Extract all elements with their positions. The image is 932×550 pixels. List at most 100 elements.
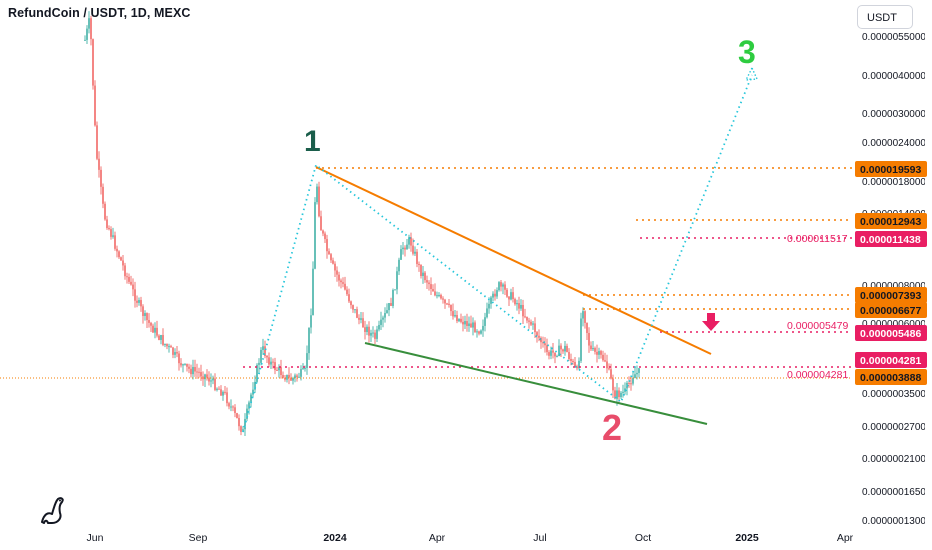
candle-body <box>194 367 196 372</box>
candle-body <box>294 375 296 379</box>
candle-body <box>458 318 460 322</box>
candle-body <box>150 322 152 326</box>
candle-body <box>328 251 330 255</box>
candle-body <box>320 216 322 231</box>
candle-body <box>496 290 498 297</box>
candle-body <box>170 346 172 348</box>
wave-label-1: 1 <box>304 125 321 158</box>
candle-body <box>322 230 324 234</box>
candle-body <box>302 368 304 370</box>
candle-body <box>576 366 578 369</box>
candle-body <box>436 295 438 297</box>
candle-body <box>612 378 614 391</box>
candle-body <box>324 233 326 240</box>
price-tick-label: 0.0000003500 <box>862 389 926 400</box>
candle-body <box>122 260 124 266</box>
candle-body <box>468 323 470 327</box>
price-tag <box>855 369 927 385</box>
candle-body <box>412 245 414 254</box>
candle-body <box>306 353 308 368</box>
candle-body <box>440 294 442 299</box>
candle-body <box>310 315 312 328</box>
candle-body <box>426 280 428 283</box>
candle-body <box>584 311 586 323</box>
candle-body <box>516 303 518 305</box>
candle-body <box>264 346 266 357</box>
candle-body <box>614 390 616 399</box>
candle-body <box>438 294 440 296</box>
price-tag-label: 0.000006677 <box>860 305 921 317</box>
time-tick-label: Jun <box>87 532 104 544</box>
candle-body <box>480 330 482 334</box>
candle-body <box>104 203 106 220</box>
candle-body <box>290 377 292 381</box>
candle-body <box>448 303 450 305</box>
candle-body <box>268 357 270 365</box>
candle-body <box>192 367 194 375</box>
wave-label-2: 2 <box>602 407 622 448</box>
candle-body <box>152 325 154 333</box>
candle-body <box>90 18 92 40</box>
time-tick-label: Jul <box>533 532 546 544</box>
candle-body <box>558 345 560 357</box>
candle-body <box>346 289 348 295</box>
currency-button[interactable]: USDT <box>857 5 913 29</box>
candle-body <box>570 358 572 361</box>
candle-body <box>504 284 506 290</box>
candle-body <box>86 28 88 40</box>
price-tick-label: 0.0000006000 <box>862 319 926 330</box>
candle-body <box>418 263 420 265</box>
candle-body <box>216 388 218 390</box>
candle-body <box>422 272 424 276</box>
candle-body <box>196 371 198 373</box>
candles-layer <box>84 11 640 437</box>
candle-body <box>148 320 150 323</box>
candle-body <box>498 282 500 291</box>
candle-body <box>174 352 176 355</box>
candle-body <box>406 244 408 250</box>
candle-body <box>608 368 610 370</box>
candle-body <box>610 369 612 379</box>
candle-body <box>550 350 552 356</box>
candle-body <box>136 300 138 303</box>
candle-body <box>270 361 272 365</box>
candle-body <box>606 361 608 369</box>
candle-body <box>478 331 480 334</box>
candle-body <box>340 280 342 283</box>
candle-body <box>532 323 534 325</box>
candle-body <box>226 392 228 404</box>
price-tag-label: 0.000007393 <box>860 290 921 302</box>
price-axis: 0.0000055000 0.0000040000 0.0000030000 0.00… <box>862 30 932 530</box>
candle-body <box>490 297 492 304</box>
time-tick-label: Apr <box>837 532 854 544</box>
candle-body <box>124 265 126 277</box>
candle-body <box>522 304 524 317</box>
candle-body <box>282 375 284 378</box>
wave-projection-arrowhead <box>744 66 759 81</box>
price-tag-label: 0.000004281 <box>860 355 921 367</box>
candle-body <box>184 363 186 365</box>
candle-body <box>348 294 350 302</box>
candle-body <box>510 292 512 300</box>
candle-body <box>618 390 620 398</box>
candle-body <box>470 323 472 328</box>
candle-body <box>222 391 224 396</box>
candle-body <box>620 392 622 398</box>
candle-body <box>274 362 276 370</box>
candle-body <box>164 343 166 345</box>
price-tag <box>855 231 927 247</box>
candle-body <box>450 304 452 312</box>
candle-body <box>94 85 96 126</box>
candle-body <box>552 350 554 353</box>
time-tick-label: Apr <box>429 532 446 544</box>
candle-body <box>318 186 320 217</box>
candle-body <box>378 324 380 330</box>
candle-body <box>256 364 258 382</box>
candle-body <box>460 318 462 322</box>
candle-body <box>586 322 588 333</box>
candle-body <box>420 264 422 276</box>
candle-body <box>358 317 360 320</box>
price-tick-label: 0.0000055000 <box>862 32 926 43</box>
wave-label-3: 3 <box>738 34 756 70</box>
